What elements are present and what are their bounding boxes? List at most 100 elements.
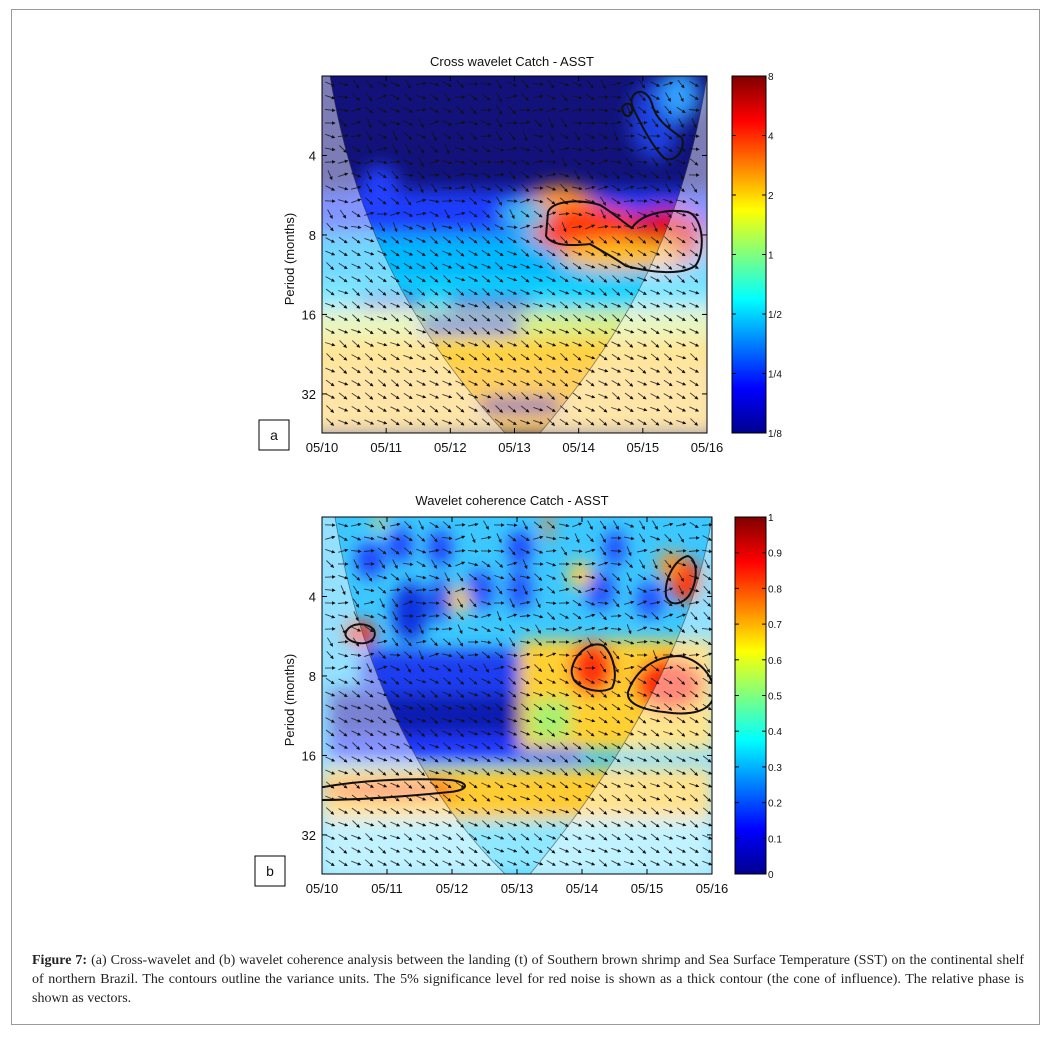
phase-arrow	[351, 250, 361, 256]
phase-arrow	[585, 548, 596, 553]
phase-arrow	[638, 79, 646, 89]
phase-arrow	[495, 105, 503, 115]
phase-arrow	[572, 250, 583, 256]
phase-arrow	[364, 522, 375, 528]
phase-arrow	[676, 263, 687, 269]
phase-arrow	[392, 144, 398, 154]
phase-arrow	[455, 341, 466, 347]
phase-arrow	[560, 92, 568, 102]
phase-arrow	[533, 521, 543, 529]
figure-caption: Figure 7: (a) Cross-wavelet and (b) wave…	[32, 951, 1024, 1008]
phase-arrow	[442, 263, 453, 269]
phase-arrow	[455, 185, 466, 190]
phase-arrow	[403, 173, 414, 178]
phase-arrow	[637, 146, 648, 152]
phase-arrow	[651, 118, 659, 128]
phase-arrow	[507, 237, 517, 243]
phase-arrow	[546, 172, 557, 177]
phase-arrow	[598, 302, 608, 308]
phase-arrow	[442, 250, 453, 256]
phase-arrow	[598, 159, 609, 165]
phase-arrow	[585, 199, 596, 204]
phase-arrow	[469, 327, 478, 335]
phase-arrow	[676, 289, 687, 295]
phase-arrow	[378, 262, 386, 270]
phase-arrow	[663, 223, 673, 231]
phase-arrow	[624, 536, 635, 541]
phase-arrow	[390, 289, 400, 295]
phase-arrow	[611, 197, 621, 205]
phase-arrow	[467, 653, 479, 657]
phase-arrow	[338, 523, 349, 528]
phase-arrow	[546, 536, 557, 541]
phase-arrow	[351, 236, 361, 244]
phase-arrow	[572, 419, 582, 425]
phase-arrow	[610, 549, 622, 553]
phase-arrow	[377, 250, 388, 256]
phase-arrow	[325, 548, 336, 554]
phase-arrow	[611, 184, 621, 192]
phase-arrow	[637, 262, 647, 270]
phase-arrow	[663, 393, 673, 399]
phase-arrow	[494, 353, 504, 361]
phase-arrow	[416, 548, 427, 554]
phase-arrow	[456, 392, 464, 400]
phase-arrow	[677, 275, 685, 284]
phase-arrow	[572, 276, 583, 282]
phase-arrow	[390, 328, 400, 334]
phase-arrow	[507, 392, 517, 400]
phase-arrow	[585, 159, 596, 165]
phase-arrow	[507, 341, 518, 347]
phase-arrow	[351, 535, 362, 541]
panel-b: Wavelet coherence Catch - ASST	[254, 493, 782, 896]
phase-arrow	[572, 158, 582, 166]
phase-arrow	[363, 549, 375, 553]
colorbar-tick-label: 0.3	[768, 763, 782, 774]
phase-arrow	[417, 340, 426, 348]
phase-arrow	[470, 183, 476, 194]
y-tick-label: 8	[309, 228, 316, 243]
phase-arrow	[495, 131, 503, 141]
phase-arrow	[351, 301, 361, 309]
phase-arrow	[585, 328, 596, 334]
phase-arrow	[469, 105, 477, 115]
phase-arrow	[663, 81, 674, 87]
phase-arrow	[442, 419, 453, 425]
phase-arrow	[585, 367, 595, 373]
phase-arrow	[546, 249, 556, 257]
phase-arrow	[364, 211, 375, 216]
phase-arrow	[364, 302, 375, 308]
phase-arrow	[482, 236, 491, 244]
caption-text: (a) Cross-wavelet and (b) wavelet cohere…	[32, 953, 1024, 1006]
phase-arrow	[585, 379, 595, 387]
phase-arrow	[403, 159, 413, 165]
phase-arrow	[624, 172, 634, 178]
phase-arrow	[364, 419, 375, 425]
phase-arrow	[637, 106, 647, 114]
phase-arrow	[325, 237, 335, 243]
phase-arrow	[455, 353, 465, 361]
phase-arrow	[467, 173, 479, 178]
phase-arrow	[520, 367, 531, 373]
phase-arrow	[351, 263, 362, 269]
phase-arrow	[325, 133, 336, 139]
phase-arrow	[624, 276, 635, 282]
phase-arrow	[637, 224, 648, 229]
phase-arrow	[546, 328, 557, 334]
phase-arrow	[326, 262, 334, 271]
phase-arrow	[481, 275, 491, 283]
phase-arrow	[418, 183, 424, 194]
phase-arrow	[455, 302, 466, 308]
phase-arrow	[574, 533, 580, 544]
phase-arrow	[405, 79, 411, 89]
phase-arrow	[611, 120, 622, 125]
phase-arrow	[688, 147, 700, 151]
phase-arrow	[390, 121, 401, 126]
phase-arrow	[493, 160, 505, 164]
phase-arrow	[561, 157, 567, 168]
phase-arrow	[598, 108, 609, 113]
phase-arrow	[338, 406, 349, 412]
phase-arrow	[441, 199, 453, 203]
phase-arrow	[429, 288, 439, 296]
phase-arrow	[327, 170, 333, 181]
